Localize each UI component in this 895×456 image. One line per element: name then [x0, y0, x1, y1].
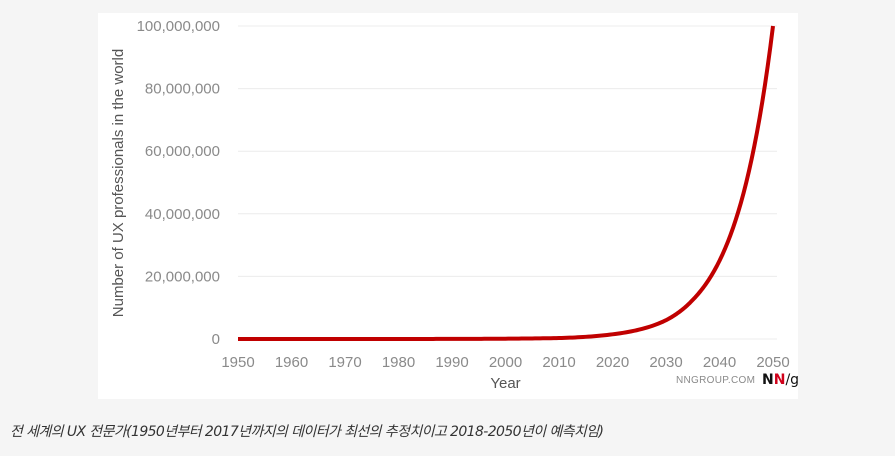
- series-line: [238, 25, 775, 341]
- x-tick-label: 2010: [542, 354, 575, 371]
- x-tick-label: 2040: [703, 354, 736, 371]
- x-tick-label: 1980: [382, 354, 415, 371]
- x-tick-label: 1970: [328, 354, 361, 371]
- brand-site-text: NNGROUP.COM: [676, 375, 756, 386]
- x-tick-label: 1960: [275, 354, 308, 371]
- x-tick-label: 2000: [489, 354, 522, 371]
- x-tick-label: 2050: [756, 354, 789, 371]
- logo-n2: N: [773, 372, 786, 388]
- y-tick-label: 100,000,000: [137, 18, 220, 35]
- logo-n1: N: [762, 372, 774, 388]
- line-chart: 0 20,000,000 40,000,000 60,000,000 80,000,00…: [110, 18, 790, 392]
- x-tick-label: 1950: [221, 354, 254, 371]
- y-tick-label: 0: [212, 331, 220, 348]
- y-tick-label: 40,000,000: [145, 206, 220, 223]
- y-tick-label: 20,000,000: [145, 268, 220, 285]
- figure-caption: 전 세계의 UX 전문가(1950년부터 2017년까지의 데이터가 최선의 추…: [10, 424, 604, 440]
- y-tick-label: 60,000,000: [145, 143, 220, 160]
- nng-logo: NN/g: [762, 372, 799, 388]
- x-tick-label: 2030: [649, 354, 682, 371]
- x-axis-label: Year: [490, 375, 520, 392]
- chart-card: 0 20,000,000 40,000,000 60,000,000 80,000,00…: [98, 13, 799, 399]
- x-tick-label: 1990: [435, 354, 468, 371]
- x-tick-label: 2020: [596, 354, 629, 371]
- logo-g: /g: [785, 372, 800, 388]
- y-axis-label: Number of UX professionals in the world: [110, 49, 127, 317]
- y-tick-label: 80,000,000: [145, 81, 220, 98]
